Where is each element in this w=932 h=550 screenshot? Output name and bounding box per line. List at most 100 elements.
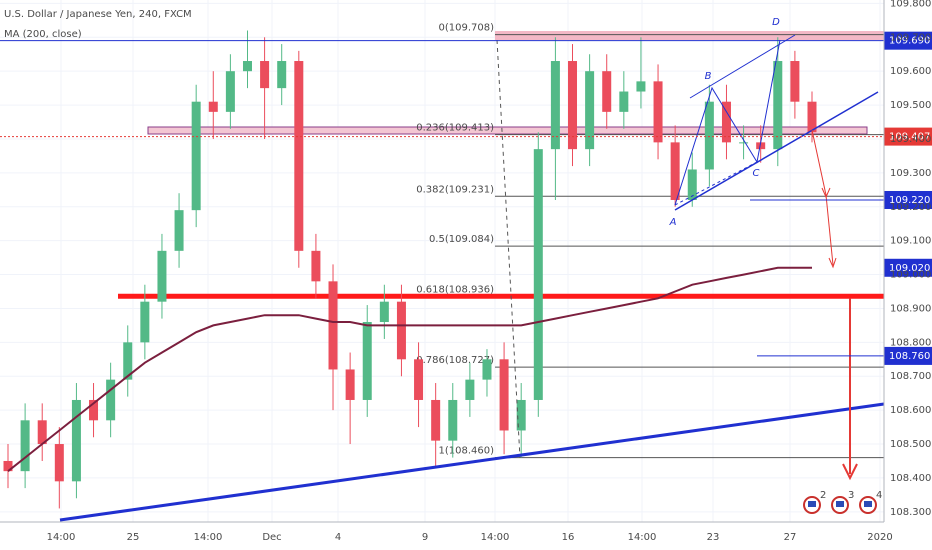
candle-body bbox=[653, 81, 663, 143]
fib-label: 0.786(108.727) bbox=[416, 355, 494, 366]
y-tick-label: 109.800 bbox=[890, 0, 931, 9]
candle-body bbox=[242, 61, 252, 72]
trend-line bbox=[59, 402, 885, 522]
y-tick-label: 108.300 bbox=[890, 507, 931, 518]
channel-line bbox=[689, 34, 796, 99]
candle-body bbox=[106, 379, 116, 421]
price-tag bbox=[884, 258, 932, 277]
candle-body bbox=[619, 91, 629, 112]
candle-body bbox=[414, 359, 424, 400]
candle-body bbox=[687, 169, 697, 200]
y-tick-label: 108.600 bbox=[890, 405, 931, 416]
candle-body bbox=[533, 149, 543, 400]
indicator-label: MA (200, close) bbox=[4, 29, 82, 40]
y-tick-label: 109.400 bbox=[890, 134, 931, 145]
candle-body bbox=[585, 71, 595, 150]
x-tick-label: 25 bbox=[127, 532, 140, 543]
levels: 109.690 109.407 109.220 109.020 108.760 bbox=[0, 31, 932, 365]
channel-line bbox=[674, 91, 879, 211]
x-tick-label: 2020 bbox=[867, 532, 892, 543]
event-flag bbox=[864, 501, 872, 507]
x-tick-label: 16 bbox=[562, 532, 575, 543]
fib-label: 0(109.708) bbox=[438, 23, 494, 34]
event-count: 3 bbox=[848, 490, 854, 501]
candle-body bbox=[37, 420, 47, 445]
fib-label: 1(108.460) bbox=[438, 446, 494, 457]
price-tag bbox=[884, 346, 932, 365]
x-tick-label: 9 bbox=[422, 532, 428, 543]
fibonacci: 0(109.708) 0.236(109.413) 0.382(109.231) 0.… bbox=[118, 23, 884, 459]
candle-body bbox=[499, 359, 509, 431]
candle-body bbox=[636, 81, 646, 92]
candle-body bbox=[396, 301, 406, 360]
fib-label: 0.382(109.231) bbox=[416, 184, 494, 195]
candle-body bbox=[704, 101, 714, 170]
event-flag bbox=[808, 501, 816, 507]
candle-body bbox=[448, 399, 458, 441]
pattern-point: C bbox=[753, 168, 760, 179]
moving-average bbox=[7, 266, 812, 472]
candle-body bbox=[20, 420, 30, 472]
candle-body bbox=[54, 444, 64, 482]
y-tick-label: 109.500 bbox=[890, 100, 931, 111]
y-tick-label: 108.400 bbox=[890, 473, 931, 484]
y-tick-label: 108.900 bbox=[890, 303, 931, 314]
candle-body bbox=[516, 399, 526, 431]
candle-body bbox=[756, 142, 766, 150]
candle-body bbox=[71, 399, 81, 482]
resistance-zone bbox=[147, 126, 868, 135]
candle-body bbox=[208, 101, 218, 112]
projection-arrow bbox=[811, 129, 834, 266]
fib-label: 0.618(108.936) bbox=[416, 284, 494, 295]
top-zone bbox=[495, 31, 884, 40]
candle-body bbox=[362, 322, 372, 400]
candle-body bbox=[602, 71, 612, 112]
arrow-head bbox=[842, 463, 858, 481]
fib-label: 0.236(109.413) bbox=[416, 123, 494, 134]
price-tag bbox=[884, 190, 932, 209]
candle-body bbox=[191, 101, 201, 211]
y-tick-label: 109.700 bbox=[890, 32, 931, 43]
y-tick-label: 108.700 bbox=[890, 371, 931, 382]
price-tag-label: 109.020 bbox=[889, 263, 930, 274]
candle-body bbox=[431, 399, 441, 441]
candle-body bbox=[3, 460, 13, 472]
candle-body bbox=[482, 359, 492, 380]
y-tick-label: 109.000 bbox=[890, 270, 931, 281]
y-tick-label: 109.600 bbox=[890, 66, 931, 77]
candle-body bbox=[277, 61, 287, 89]
price-tag-label: 109.407 bbox=[889, 132, 930, 143]
y-tick-label: 109.100 bbox=[890, 236, 931, 247]
candle-body bbox=[123, 342, 133, 380]
candle-body bbox=[739, 142, 749, 144]
candles bbox=[3, 30, 817, 509]
event-flag bbox=[836, 501, 844, 507]
x-tick-label: Dec bbox=[262, 532, 281, 543]
x-tick-label: 27 bbox=[784, 532, 797, 543]
candle-body bbox=[670, 142, 680, 200]
y-tick-label: 108.800 bbox=[890, 337, 931, 348]
price-tag-label: 109.220 bbox=[889, 195, 930, 206]
x-tick-label: 14:00 bbox=[628, 532, 657, 543]
candle-body bbox=[379, 301, 389, 323]
arrow-head bbox=[821, 187, 837, 269]
pattern-point: A bbox=[669, 217, 677, 228]
candle-body bbox=[550, 61, 560, 150]
grid bbox=[0, 0, 884, 522]
candle-body bbox=[328, 281, 338, 370]
y-tick-label: 108.500 bbox=[890, 439, 931, 450]
event-count: 4 bbox=[876, 490, 882, 501]
candle-body bbox=[174, 210, 184, 251]
candle-body bbox=[721, 101, 731, 143]
price-tag-label: 108.760 bbox=[889, 351, 930, 362]
candle-body bbox=[465, 379, 475, 400]
fib-label: 0.5(109.084) bbox=[429, 234, 494, 245]
candle-body bbox=[260, 61, 270, 89]
candle-body bbox=[568, 61, 578, 150]
pattern-point: B bbox=[705, 71, 712, 82]
candle-body bbox=[294, 61, 304, 251]
price-tag bbox=[884, 127, 932, 146]
x-tick-label: 14:00 bbox=[194, 532, 223, 543]
pattern-point: D bbox=[772, 17, 780, 28]
